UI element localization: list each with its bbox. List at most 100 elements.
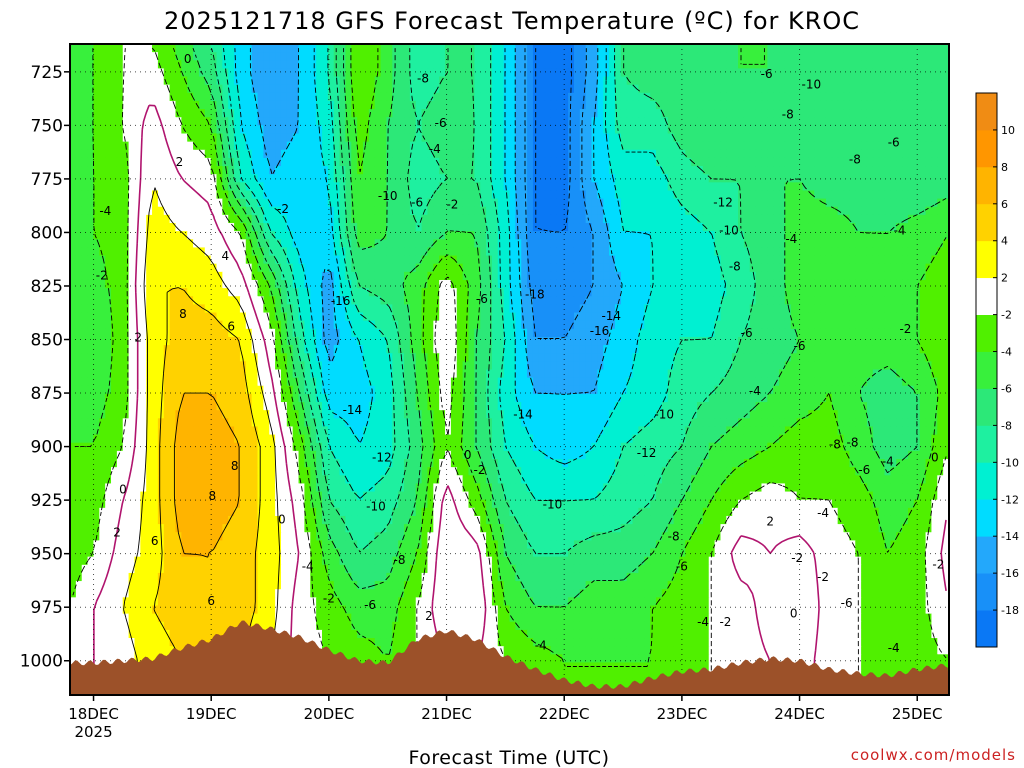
temperature-cell <box>105 149 112 159</box>
temperature-cell <box>363 92 370 102</box>
temperature-cell <box>263 44 270 53</box>
temperature-cell <box>644 223 651 232</box>
temperature-cell <box>380 247 388 257</box>
temperature-cell <box>632 279 640 289</box>
temperature-cell <box>697 166 704 175</box>
temperature-cell <box>450 133 458 143</box>
temperature-cell <box>907 247 915 257</box>
temperature-cell <box>568 149 575 159</box>
temperature-cell <box>597 214 604 224</box>
temperature-cell <box>931 60 938 70</box>
temperature-cell <box>333 174 341 183</box>
temperature-cell <box>644 296 651 305</box>
temperature-cell <box>784 223 792 232</box>
temperature-cell <box>392 182 399 192</box>
temperature-cell <box>697 60 704 70</box>
temperature-cell <box>269 263 276 273</box>
temperature-cell <box>802 109 809 118</box>
temperature-cell <box>673 231 681 240</box>
temperature-cell <box>116 166 124 175</box>
temperature-cell <box>790 157 798 167</box>
temperature-cell <box>234 312 241 322</box>
temperature-cell <box>820 117 827 126</box>
temperature-cell <box>702 100 710 110</box>
temperature-cell <box>697 247 704 257</box>
temperature-cell <box>304 100 311 110</box>
temperature-cell <box>304 312 311 322</box>
temperature-cell <box>351 288 358 297</box>
temperature-cell <box>134 141 141 151</box>
temperature-cell <box>802 149 809 159</box>
temperature-cell <box>163 263 171 273</box>
temperature-cell <box>181 117 188 126</box>
temperature-cell <box>527 166 534 175</box>
temperature-cell <box>837 44 845 53</box>
temperature-cell <box>726 247 733 257</box>
temperature-cell <box>93 109 100 118</box>
temperature-cell <box>702 84 710 94</box>
temperature-cell <box>532 247 540 257</box>
temperature-cell <box>234 141 241 151</box>
temperature-cell <box>286 84 294 94</box>
temperature-cell <box>234 214 241 224</box>
temperature-cell <box>644 174 651 183</box>
temperature-cell <box>380 198 388 208</box>
temperature-cell <box>445 279 452 289</box>
temperature-cell <box>626 190 634 200</box>
temperature-cell <box>421 190 429 200</box>
temperature-cell <box>814 296 821 305</box>
temperature-cell <box>743 100 751 110</box>
temperature-cell <box>152 117 159 126</box>
temperature-cell <box>87 239 95 249</box>
temperature-cell <box>134 312 141 322</box>
temperature-cell <box>374 271 382 281</box>
temperature-cell <box>597 288 604 297</box>
temperature-cell <box>404 223 411 232</box>
temperature-cell <box>157 84 165 94</box>
temperature-cell <box>538 263 546 273</box>
temperature-cell <box>468 198 475 208</box>
temperature-cell <box>614 263 622 273</box>
temperature-cell <box>491 76 499 86</box>
temperature-cell <box>773 141 780 151</box>
temperature-cell <box>298 255 305 265</box>
temperature-cell <box>234 288 241 297</box>
temperature-cell <box>157 263 165 273</box>
temperature-cell <box>626 279 634 289</box>
temperature-cell <box>913 133 921 143</box>
temperature-cell <box>386 84 393 94</box>
temperature-cell <box>931 117 938 126</box>
temperature-cell <box>896 214 903 224</box>
temperature-cell <box>568 279 575 289</box>
temperature-cell <box>749 304 757 314</box>
temperature-cell <box>474 223 481 232</box>
temperature-cell <box>562 271 569 281</box>
temperature-cell <box>521 214 528 224</box>
temperature-cell <box>228 84 235 94</box>
temperature-cell <box>790 133 798 143</box>
temperature-cell <box>140 166 147 175</box>
temperature-cell <box>398 109 405 118</box>
temperature-cell <box>462 52 470 61</box>
temperature-cell <box>532 133 540 143</box>
temperature-cell <box>679 157 686 167</box>
temperature-cell <box>439 214 446 224</box>
temperature-cell <box>925 157 933 167</box>
temperature-cell <box>169 84 177 94</box>
temperature-cell <box>386 271 393 281</box>
temperature-cell <box>93 223 100 232</box>
temperature-cell <box>562 239 569 249</box>
temperature-cell <box>609 157 616 167</box>
temperature-cell <box>749 141 757 151</box>
temperature-cell <box>345 68 352 78</box>
temperature-cell <box>603 296 610 305</box>
temperature-cell <box>732 149 739 159</box>
temperature-cell <box>720 190 727 200</box>
temperature-cell <box>480 174 487 183</box>
temperature-cell <box>269 92 276 102</box>
temperature-cell <box>75 157 83 167</box>
temperature-cell <box>855 68 862 78</box>
temperature-cell <box>327 52 335 61</box>
temperature-cell <box>480 60 487 70</box>
temperature-cell <box>685 198 692 208</box>
